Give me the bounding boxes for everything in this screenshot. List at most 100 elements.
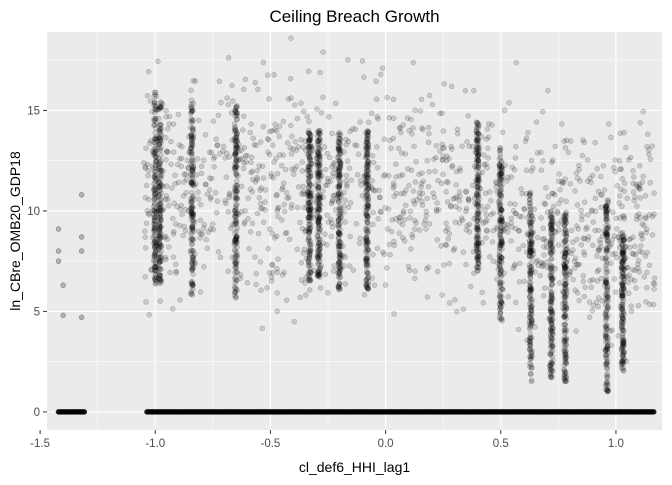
scatter-point (314, 106, 320, 112)
scatter-point (377, 194, 383, 201)
scatter-point (493, 179, 499, 185)
scatter-point (217, 254, 224, 261)
column-point (151, 268, 158, 275)
scatter-point (345, 204, 352, 211)
scatter-point (173, 221, 179, 227)
scatter-point (142, 164, 149, 170)
scatter-point (542, 201, 549, 208)
scatter-point (556, 280, 563, 286)
scatter-point (324, 175, 331, 182)
column-point (619, 301, 625, 308)
scatter-point (166, 121, 173, 127)
scatter-point (286, 236, 293, 243)
scatter-point (242, 153, 249, 159)
scatter-point (647, 156, 654, 163)
scatter-point (142, 228, 148, 234)
column-point (316, 180, 322, 187)
column-point (188, 104, 194, 110)
scatter-point (254, 176, 260, 183)
scatter-point (513, 210, 519, 217)
scatter-point (565, 149, 572, 156)
column-point (336, 182, 343, 189)
column-point (151, 227, 157, 234)
scatter-point (270, 175, 277, 181)
scatter-point (309, 145, 315, 151)
scatter-point (300, 188, 307, 195)
scatter-point (636, 181, 643, 188)
scatter-point (423, 266, 430, 272)
scatter-point (260, 123, 267, 130)
scatter-point (608, 134, 614, 141)
column-point (364, 151, 370, 157)
column-point (155, 106, 162, 112)
scatter-point (483, 212, 490, 218)
scatter-point (560, 213, 567, 220)
scatter-point (318, 110, 325, 116)
outlier-point (60, 282, 66, 289)
column-point (316, 136, 323, 142)
scatter-point (256, 195, 263, 201)
scatter-point (235, 157, 242, 164)
column-point (156, 236, 162, 242)
scatter-point (631, 277, 638, 284)
outlier-point (60, 312, 66, 319)
scatter-point (249, 154, 255, 160)
column-point (603, 315, 610, 322)
scatter-point (593, 299, 600, 305)
scatter-point (212, 189, 219, 196)
scatter-point (508, 224, 515, 230)
scatter-point (646, 262, 653, 269)
column-point (604, 208, 610, 214)
scatter-point (457, 167, 464, 174)
scatter-point (143, 299, 149, 305)
scatter-point (612, 157, 619, 163)
scatter-point (291, 166, 298, 172)
x-tick-label: 1.0 (608, 438, 624, 450)
scatter-point (142, 274, 148, 280)
column-point (363, 255, 369, 262)
scatter-point (630, 251, 637, 257)
scatter-point (306, 287, 313, 293)
scatter-point (605, 197, 612, 204)
column-point (548, 292, 555, 298)
column-point (152, 172, 159, 179)
scatter-point (440, 153, 446, 159)
column-point (336, 270, 343, 276)
scatter-point (331, 160, 337, 166)
column-point (335, 139, 342, 145)
scatter-point (476, 141, 482, 148)
scatter-point (470, 182, 476, 189)
column-point (363, 280, 370, 286)
scatter-point (145, 210, 152, 217)
scatter-point (316, 216, 323, 222)
scatter-point (621, 216, 628, 222)
scatter-point (215, 249, 222, 255)
scatter-point (301, 191, 307, 197)
scatter-point (531, 206, 538, 213)
scatter-point (482, 219, 489, 225)
scatter-point (530, 251, 537, 257)
scatter-point (637, 186, 643, 192)
scatter-point (431, 156, 437, 162)
scatter-point (650, 301, 657, 308)
scatter-point (567, 269, 574, 275)
column-point (561, 337, 568, 344)
scatter-point (236, 142, 242, 148)
column-point (562, 250, 569, 257)
column-point (189, 281, 195, 287)
scatter-point (524, 337, 530, 344)
scatter-point (621, 188, 627, 194)
scatter-point (231, 238, 238, 245)
scatter-point (216, 78, 223, 85)
scatter-point (605, 121, 612, 127)
scatter-point (521, 278, 527, 285)
scatter-point (197, 217, 204, 224)
scatter-point (592, 139, 598, 146)
scatter-point (637, 119, 643, 126)
scatter-point (587, 175, 593, 182)
scatter-point (341, 209, 347, 215)
column-point (528, 308, 535, 314)
scatter-point (405, 166, 411, 172)
scatter-point (449, 162, 456, 169)
